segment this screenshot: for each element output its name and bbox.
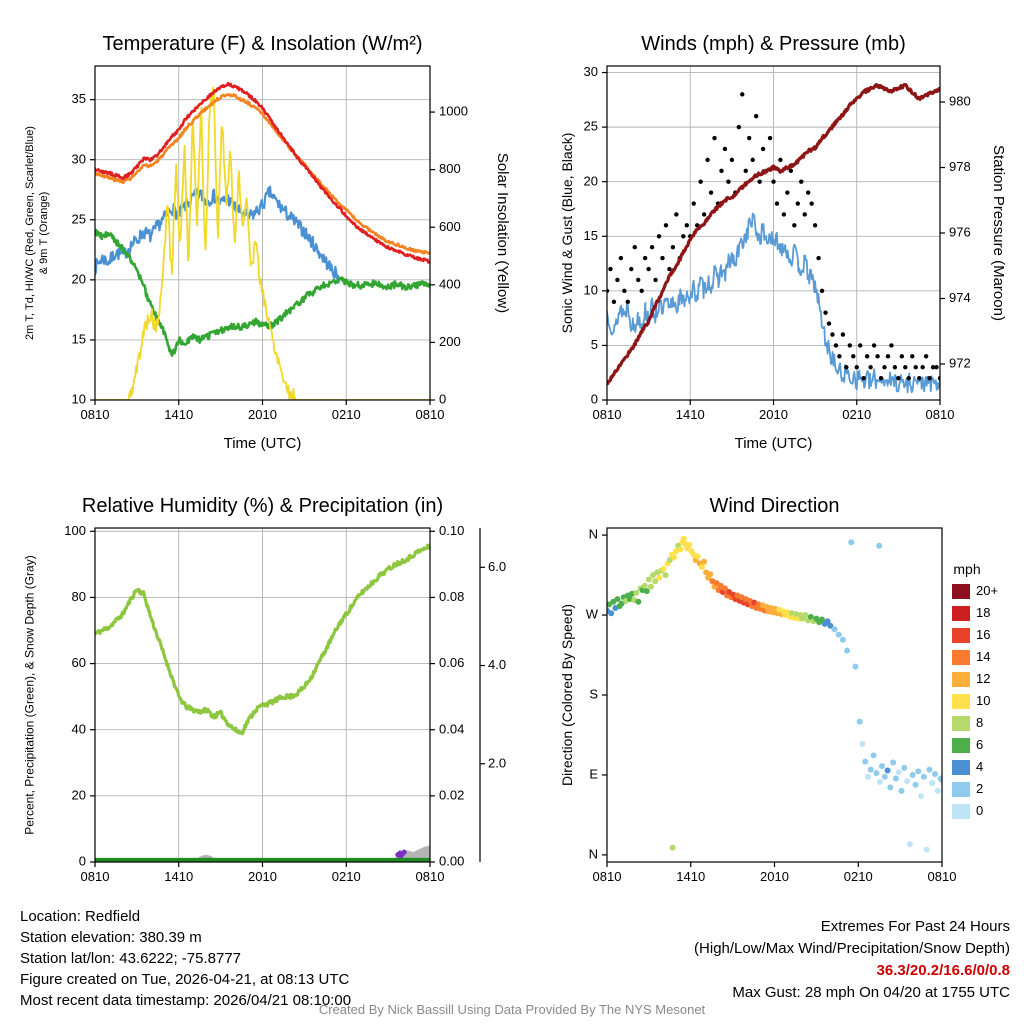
temperature-insolation-chart bbox=[0, 0, 512, 468]
station-info-block: Location: Redfield Station elevation: 38… bbox=[20, 906, 351, 1011]
extremes-title: Extremes For Past 24 Hours bbox=[820, 918, 1010, 935]
figure-created-timestamp: Figure created on Tue, 2026-04-21, at 08… bbox=[20, 971, 350, 988]
most-recent-data-timestamp: Most recent data timestamp: 2026/04/21 0… bbox=[20, 992, 352, 1009]
extremes-block: Extremes For Past 24 Hours (High/Low/Max… bbox=[694, 916, 1010, 1004]
wind-direction-chart bbox=[512, 468, 1024, 908]
winds-pressure-chart bbox=[512, 0, 1024, 468]
extremes-subtitle: (High/Low/Max Wind/Precipitation/Snow De… bbox=[694, 940, 1010, 957]
humidity-precipitation-chart bbox=[0, 468, 512, 908]
station-latlon: Station lat/lon: 43.6222; -75.8777 bbox=[20, 950, 242, 967]
station-location: Location: Redfield bbox=[20, 908, 141, 925]
credit-line: Created By Nick Bassill Using Data Provi… bbox=[318, 1002, 706, 1017]
extremes-values: 36.3/20.2/16.6/0/0.8 bbox=[876, 962, 1010, 979]
max-gust: Max Gust: 28 mph On 04/20 at 1755 UTC bbox=[732, 984, 1010, 1001]
station-elevation: Station elevation: 380.39 m bbox=[20, 929, 202, 946]
